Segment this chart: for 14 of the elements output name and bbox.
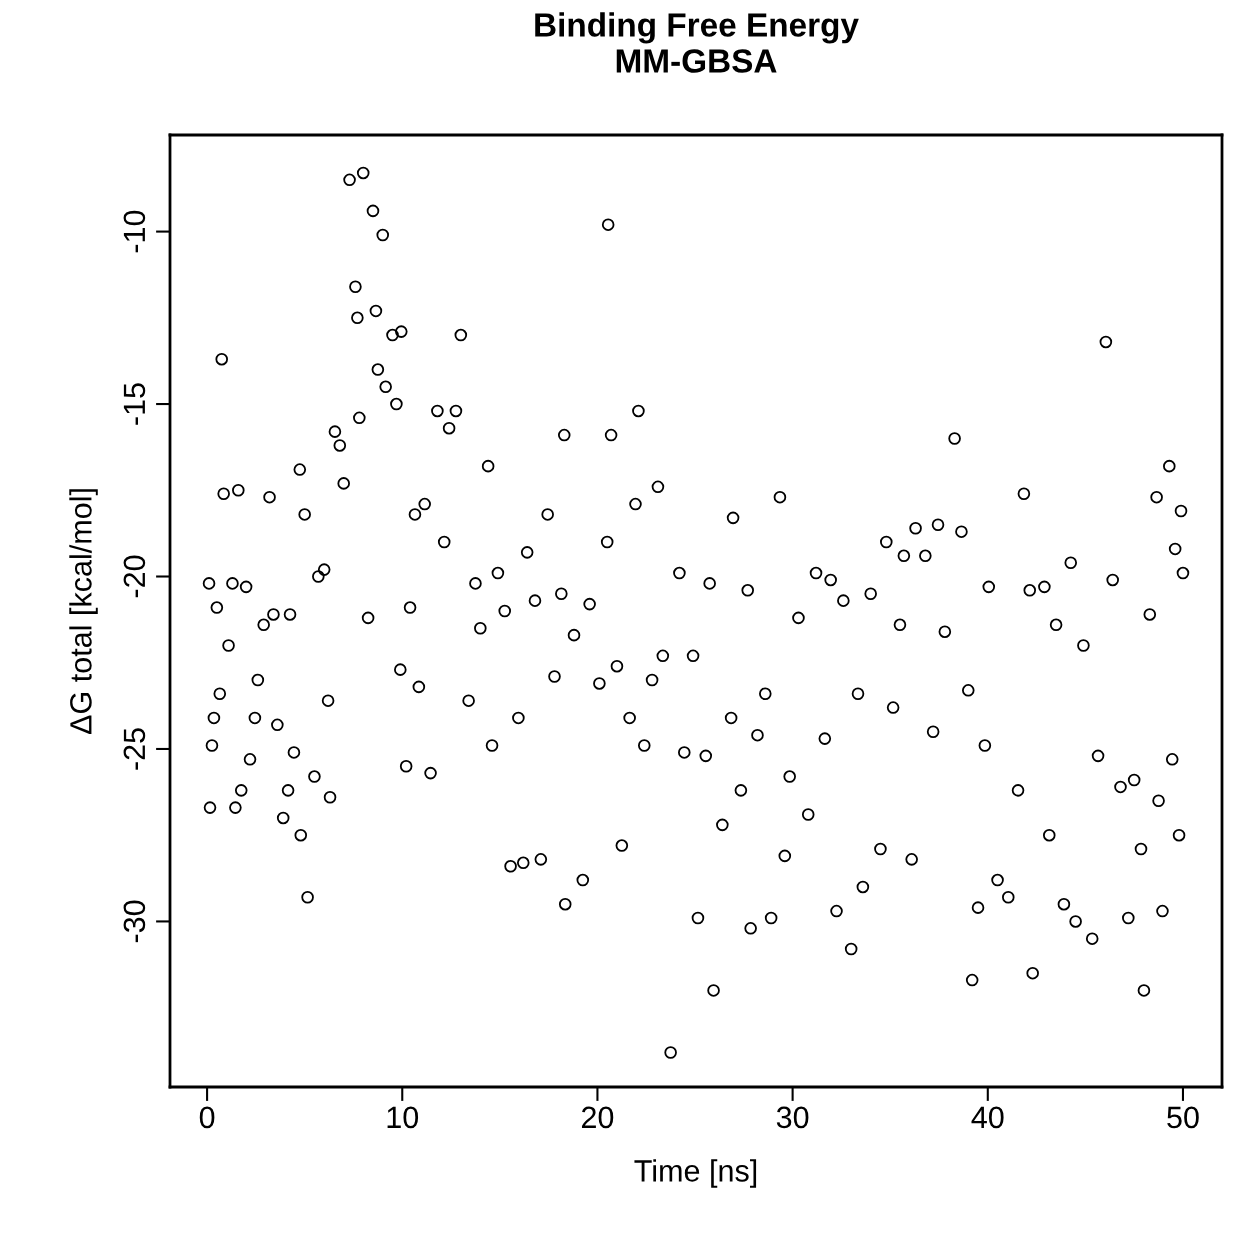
x-tick-label: 20 <box>581 1106 614 1129</box>
x-tick-label: 40 <box>971 1106 1004 1129</box>
y-tick-label: -15 <box>123 383 146 425</box>
x-tick-label: 10 <box>387 1106 419 1129</box>
y-axis-title: ΔG total [kcal/mol] <box>69 489 98 735</box>
y-tick-label: -25 <box>123 728 146 770</box>
y-tick-label: -10 <box>123 210 146 253</box>
x-tick-label: 50 <box>1167 1106 1199 1129</box>
y-tick-label: -30 <box>123 900 146 943</box>
chart-title: Binding Free Energy MM-GBSA <box>535 12 859 73</box>
x-axis-title: Time [ns] <box>634 1159 757 1188</box>
x-tick-label: 30 <box>776 1106 809 1129</box>
y-tick-label: -20 <box>123 555 146 598</box>
x-tick-label: 0 <box>199 1106 215 1129</box>
